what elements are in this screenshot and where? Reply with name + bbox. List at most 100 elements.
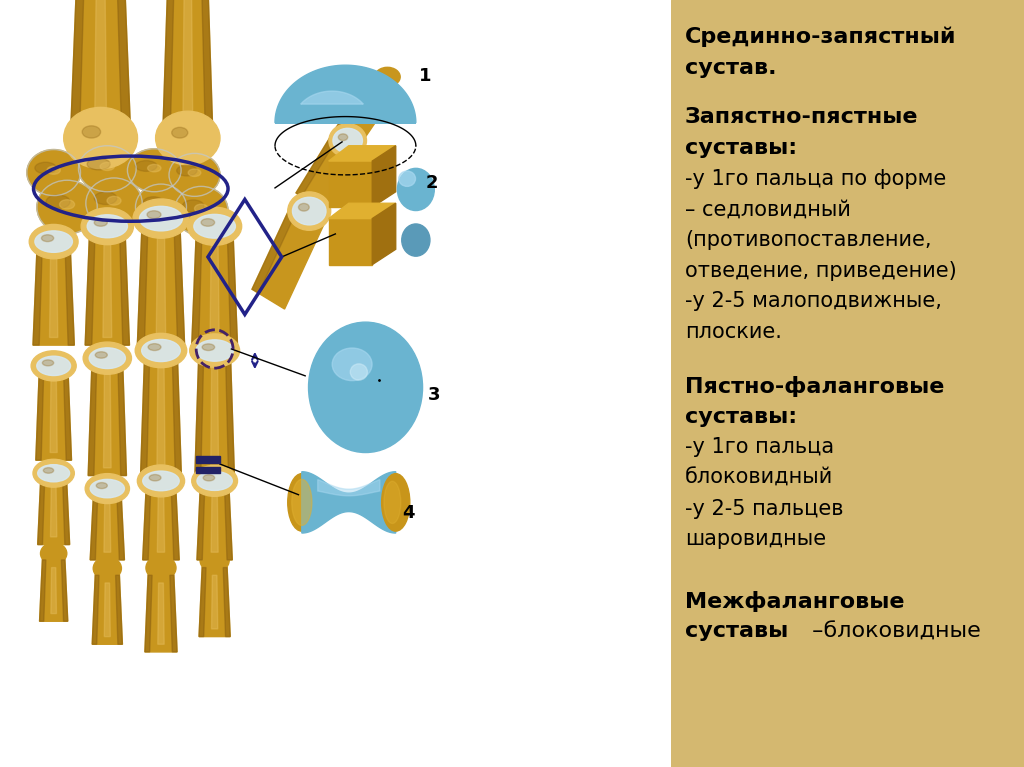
Ellipse shape [100,163,115,170]
Polygon shape [171,483,179,560]
Ellipse shape [200,548,229,572]
Ellipse shape [89,348,125,368]
Ellipse shape [177,165,197,176]
Polygon shape [337,78,374,131]
Polygon shape [103,499,111,552]
Ellipse shape [87,215,127,238]
Polygon shape [174,222,184,345]
Ellipse shape [47,166,60,174]
Text: отведение, приведение): отведение, приведение) [685,261,956,281]
Ellipse shape [30,225,78,258]
Polygon shape [182,0,193,130]
Polygon shape [373,146,395,207]
Text: суставы:: суставы: [685,138,797,158]
Text: сустав.: сустав. [685,58,776,77]
Polygon shape [144,575,153,652]
Ellipse shape [94,192,117,205]
Ellipse shape [375,67,400,87]
Ellipse shape [63,107,137,169]
Ellipse shape [137,465,184,497]
Ellipse shape [139,206,182,231]
Ellipse shape [155,201,167,209]
Polygon shape [137,222,184,345]
Text: -у 2-5 малоподвижные,: -у 2-5 малоподвижные, [685,291,942,311]
Polygon shape [211,360,218,468]
Polygon shape [329,203,395,219]
Polygon shape [137,222,148,345]
Polygon shape [252,201,326,309]
Ellipse shape [94,219,108,226]
Ellipse shape [308,322,423,453]
Text: -у 1го пальца по форме: -у 1го пальца по форме [685,169,946,189]
Ellipse shape [37,180,97,234]
Text: шаровидные: шаровидные [685,529,826,549]
Ellipse shape [43,468,53,473]
Ellipse shape [384,482,400,524]
Text: Межфаланговые: Межфаланговые [685,591,904,611]
Ellipse shape [189,334,240,367]
Polygon shape [85,230,129,345]
Ellipse shape [142,471,179,491]
Polygon shape [36,368,72,460]
Polygon shape [158,491,165,552]
Polygon shape [191,230,238,345]
Ellipse shape [127,149,181,192]
Polygon shape [301,91,364,104]
Ellipse shape [46,195,70,209]
Ellipse shape [174,186,228,235]
Polygon shape [40,560,68,621]
Ellipse shape [82,126,100,138]
Polygon shape [118,360,126,476]
Polygon shape [38,476,70,545]
Polygon shape [329,161,373,207]
Polygon shape [71,0,84,138]
Polygon shape [38,476,45,545]
Ellipse shape [288,474,316,532]
Polygon shape [92,575,99,644]
Polygon shape [88,360,97,476]
Polygon shape [103,368,112,468]
Text: Пястно-фаланговые: Пястно-фаланговые [685,376,944,397]
Ellipse shape [85,473,129,504]
Polygon shape [120,230,129,345]
Polygon shape [92,575,123,644]
Polygon shape [199,568,230,637]
Polygon shape [51,568,56,614]
Polygon shape [65,245,75,345]
Ellipse shape [191,466,238,496]
Ellipse shape [95,352,108,358]
Polygon shape [195,353,204,476]
Ellipse shape [33,459,75,487]
Polygon shape [172,353,181,476]
Ellipse shape [27,150,81,196]
Text: –блоковидные: –блоковидные [805,621,981,641]
Polygon shape [317,479,380,495]
Ellipse shape [338,134,348,140]
Polygon shape [104,583,111,637]
Ellipse shape [59,199,75,209]
Ellipse shape [196,340,233,361]
Ellipse shape [401,224,430,256]
Text: – седловидный: – седловидный [685,199,851,219]
Polygon shape [210,238,219,337]
Ellipse shape [147,164,161,172]
Polygon shape [142,483,179,560]
Polygon shape [33,245,42,345]
Ellipse shape [83,342,131,374]
Ellipse shape [194,214,236,238]
Polygon shape [49,253,57,337]
Text: -у 2-5 пальцев: -у 2-5 пальцев [685,499,844,518]
Ellipse shape [197,472,232,490]
Polygon shape [85,230,95,345]
Ellipse shape [42,360,53,366]
Ellipse shape [203,475,215,481]
Ellipse shape [135,184,186,230]
Polygon shape [227,230,238,345]
Polygon shape [197,483,232,560]
Polygon shape [40,560,46,621]
Polygon shape [116,575,123,644]
Ellipse shape [202,344,215,351]
Ellipse shape [398,171,416,186]
Text: плоские.: плоские. [685,322,781,342]
Ellipse shape [141,340,180,361]
